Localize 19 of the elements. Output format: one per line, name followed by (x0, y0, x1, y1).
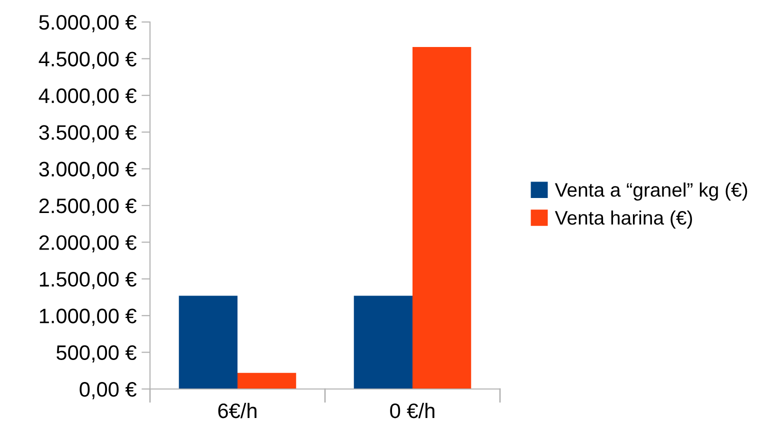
y-tick-label: 1.000,00 € (40, 308, 137, 326)
y-tick-label: 3.000,00 € (39, 162, 137, 180)
bar (354, 296, 412, 389)
y-tick-label: 3.500,00 € (39, 125, 137, 142)
legend-label: Venta harina (€) (554, 210, 692, 229)
bar (178, 296, 238, 389)
y-tick-label: 2.000,00 € (39, 235, 137, 252)
y-tick-label: 0,00 € (80, 382, 137, 400)
y-tick-label: 1.500,00 € (40, 272, 137, 290)
y-tick-label: 4.000,00 € (38, 88, 137, 106)
x-tick-label: 0 €/h (390, 402, 434, 418)
y-tick-label: 5.000,00 € (39, 15, 137, 32)
y-tick-label: 2.500,00 € (39, 198, 137, 216)
legend-label: Venta a “granel” kg (€) (554, 182, 748, 201)
y-tick-label: 4.500,00 € (38, 52, 137, 69)
y-tick-label: 500,00 € (56, 345, 137, 363)
bar (412, 46, 472, 389)
bar (238, 372, 296, 389)
x-tick-label: 6€/h (218, 402, 256, 418)
